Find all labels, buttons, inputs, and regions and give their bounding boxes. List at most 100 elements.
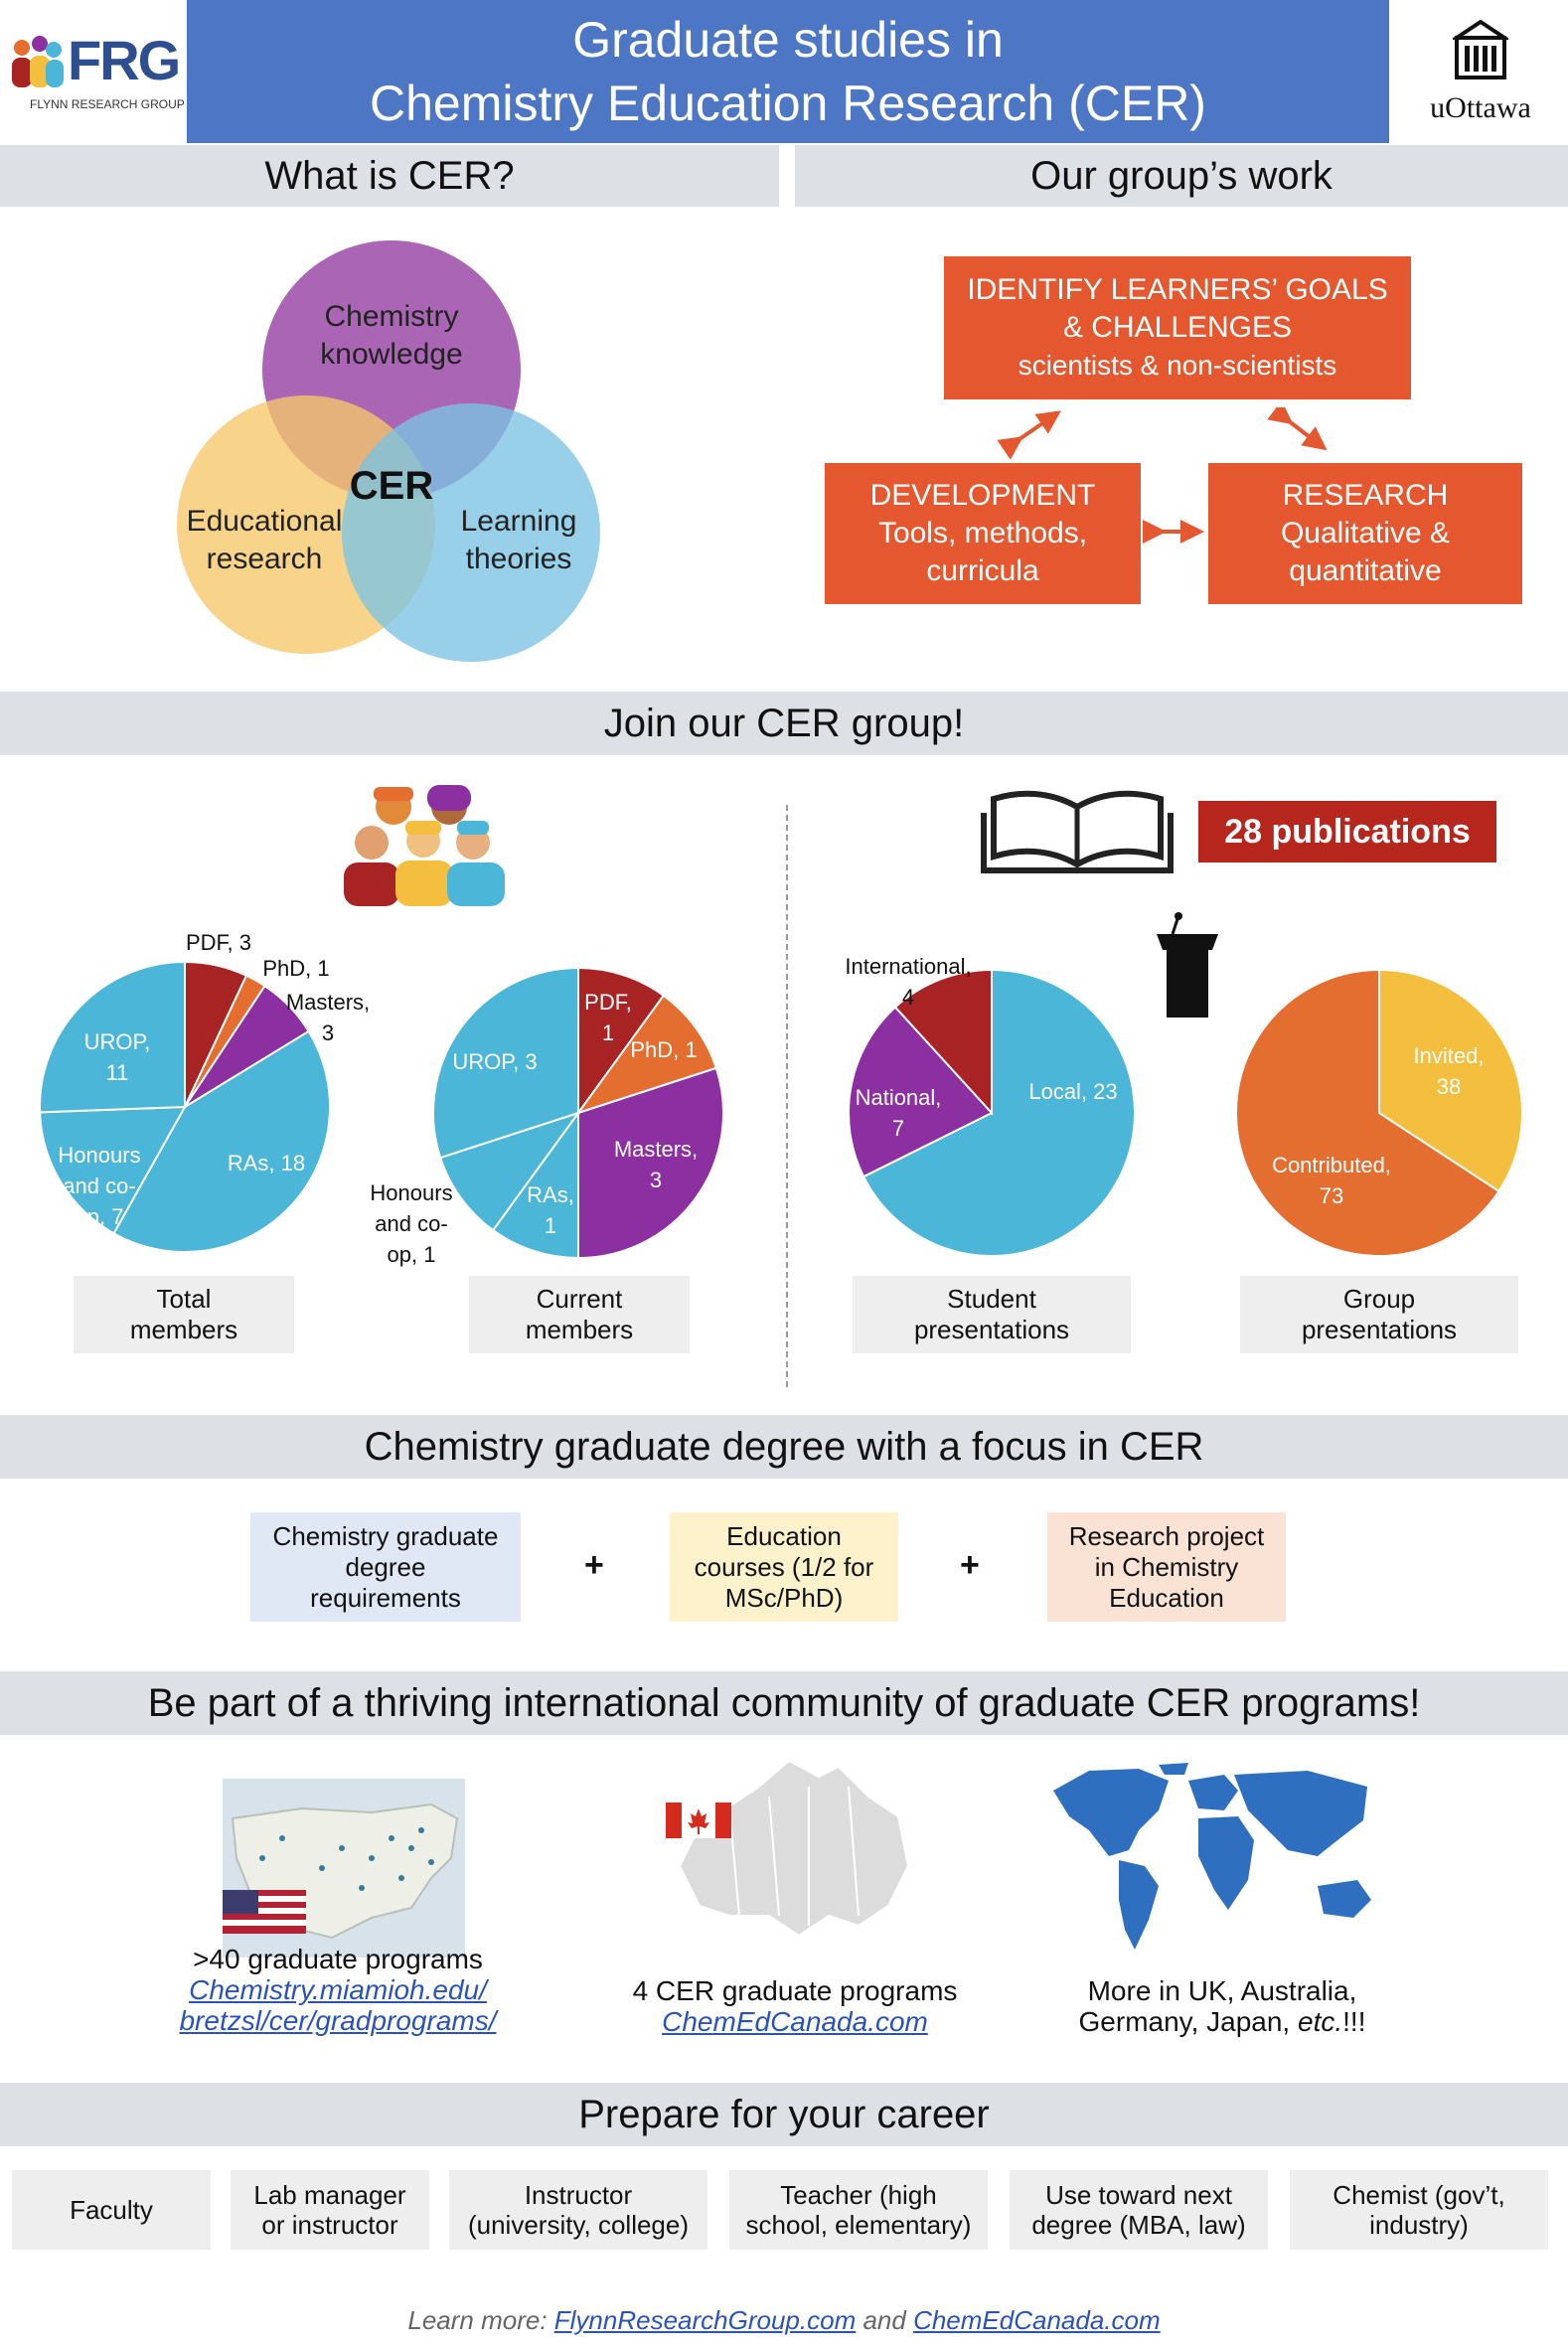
venn-label-educational-2: research — [207, 543, 323, 575]
career-instructor: Instructor (university, college) — [449, 2170, 707, 2250]
canada-flag-icon — [666, 1802, 731, 1838]
pie-slice-national — [848, 1006, 994, 1178]
footer-link-chemedcanada[interactable]: ChemEdCanada.com — [913, 2305, 1161, 2335]
student-caption-line-1: Student — [947, 1284, 1036, 1314]
pie-slice-honours-and-co-op — [438, 1111, 581, 1232]
pie-slice-ras — [491, 1109, 579, 1260]
frg-logo: FRG FLYNN RESEARCH GROUP — [10, 28, 185, 117]
us-programs-link-2[interactable]: bretzsl/cer/gradprograms/ — [179, 2005, 497, 2036]
us-programs-text: >40 graduate programs Chemistry.miamioh.… — [149, 1944, 527, 2036]
what-is-cer-heading: What is CER? — [0, 145, 779, 207]
research-box: RESEARCH Qualitative & quantitative — [1208, 463, 1522, 604]
identify-line-3: scientists & non-scientists — [1018, 350, 1337, 381]
career-chemist: Chemist (gov’t, industry) — [1290, 2170, 1548, 2250]
venn-label-learning-2: theories — [466, 543, 572, 575]
pie-label-ras: RAs, 18 — [228, 1151, 305, 1176]
canada-programs-text: 4 CER graduate programs ChemEdCanada.com — [596, 1975, 994, 2037]
venn-label-chemistry-2: knowledge — [320, 338, 462, 371]
total-members-caption: Total members — [74, 1276, 294, 1353]
pie-label-honours-and-co-op: Honours and co-op, 7 — [58, 1143, 140, 1229]
total-caption-line-1: Total — [156, 1284, 212, 1314]
us-map-image — [223, 1779, 465, 1958]
pie-label-contributed: Contributed, 73 — [1272, 1153, 1391, 1208]
footer: Learn more: FlynnResearchGroup.com and C… — [0, 2305, 1568, 2336]
development-line-3: curricula — [926, 554, 1039, 587]
workflow-arrows — [997, 407, 1328, 544]
world-map-image — [1053, 1763, 1371, 1950]
venn-label-chemistry-1: Chemistry — [324, 300, 458, 333]
career-chemist-line-2: industry) — [1369, 2210, 1469, 2240]
group-caption-line-2: presentations — [1301, 1315, 1458, 1344]
career-degree-line-2: degree (MBA, law) — [1031, 2210, 1246, 2240]
footer-link-flynn[interactable]: FlynnResearchGroup.com — [553, 2305, 857, 2335]
open-book-icon — [981, 790, 1174, 873]
current-caption-line-1: Current — [536, 1284, 623, 1314]
world-programs-text: More in UK, Australia, Germany, Japan, e… — [1033, 1975, 1411, 2037]
pie-slice-ras — [112, 1029, 331, 1253]
education-line-3: MSc/PhD) — [724, 1582, 844, 1613]
pie-label-urop: UROP, 11 — [84, 1029, 151, 1085]
identify-line-2: & CHALLENGES — [1062, 311, 1293, 344]
pie-label-phd: PhD, 1 — [630, 1037, 697, 1062]
plus-sign-1: + — [584, 1546, 604, 1584]
identify-goals-box: IDENTIFY LEARNERS’ GOALS & CHALLENGES sc… — [944, 256, 1411, 399]
research-line-2: Qualitative & — [1280, 517, 1451, 549]
degree-requirements-box: Chemistry graduate degree requirements — [250, 1512, 521, 1622]
current-caption-line-2: members — [525, 1315, 634, 1344]
world-line-2b: etc. — [1298, 2006, 1343, 2037]
learning-theories-circle — [342, 403, 600, 662]
education-line-1: Education — [726, 1520, 842, 1551]
title-line-2: Chemistry Education Research (CER) — [370, 76, 1206, 131]
pie-slice-contributed — [1235, 968, 1500, 1257]
world-line-2a: Germany, Japan, — [1078, 2006, 1298, 2037]
pie-slice-urop — [432, 966, 579, 1160]
development-line-2: Tools, methods, — [877, 517, 1088, 549]
logo-subtext: FLYNN RESEARCH GROUP — [30, 97, 185, 111]
degree-heading: Chemistry graduate degree with a focus i… — [0, 1415, 1568, 1479]
current-members-caption: Current members — [469, 1276, 690, 1353]
total-caption-line-2: members — [129, 1315, 238, 1344]
arrow-identify-development — [997, 410, 1061, 460]
plus-sign-2: + — [960, 1546, 980, 1584]
career-lab-manager: Lab manager or instructor — [231, 2170, 429, 2250]
career-lab-line-2: or instructor — [261, 2210, 398, 2240]
career-degree-line-1: Use toward next — [1045, 2180, 1232, 2210]
pie-label-invited: Invited, 38 — [1414, 1043, 1485, 1099]
canada-programs-count: 4 CER graduate programs — [632, 1975, 958, 2006]
university-name: uOttawa — [1430, 91, 1531, 124]
career-heading: Prepare for your career — [0, 2083, 1568, 2146]
pie-label-pdf: PDF, 3 — [186, 930, 251, 955]
us-programs-count: >40 graduate programs — [193, 1944, 483, 1974]
pie-slice-honours-and-co-op — [39, 1105, 187, 1235]
degree-req-line-2: degree — [345, 1551, 426, 1582]
venn-center-label: CER — [350, 464, 434, 508]
career-instructor-line-1: Instructor — [524, 2180, 633, 2210]
pie-slice-local — [862, 968, 1136, 1257]
pie-slice-pdf — [577, 966, 666, 1117]
education-line-2: courses (1/2 for — [694, 1551, 874, 1582]
pie-label-pdf: PDF, 1 — [584, 990, 632, 1045]
people-logo-icon — [12, 36, 64, 87]
pie-label-national: National, 7 — [856, 1085, 942, 1141]
pie-charts: PDF, 3 PhD, 1 Masters, 3 RAs, 18 Honours and c… — [39, 930, 1523, 1267]
education-courses-box: Education courses (1/2 for MSc/PhD) — [670, 1512, 898, 1622]
pie-slice-urop — [39, 960, 186, 1114]
us-programs-link-1[interactable]: Chemistry.miamioh.edu/ — [189, 1974, 487, 2005]
research-line-3: quantitative — [1289, 554, 1442, 587]
footer-prefix: Learn more: — [407, 2305, 554, 2335]
student-caption-line-2: presentations — [913, 1315, 1070, 1344]
us-flag-icon — [223, 1890, 306, 1934]
pie-slice-phd — [575, 994, 718, 1115]
research-line-1: RESEARCH — [1282, 479, 1449, 512]
logo-text: FRG — [68, 29, 181, 91]
career-teacher-line-1: Teacher (high — [780, 2180, 937, 2210]
title-line-1: Graduate studies in — [572, 12, 1004, 68]
canada-programs-link[interactable]: ChemEdCanada.com — [662, 2006, 928, 2037]
group-work-heading: Our group’s work — [795, 145, 1568, 207]
university-logo: uOttawa — [1401, 18, 1560, 127]
pie-label-phd: PhD, 1 — [262, 956, 329, 981]
research-project-line-1: Research project — [1068, 1520, 1265, 1551]
identify-line-1: IDENTIFY LEARNERS’ GOALS — [967, 273, 1388, 306]
research-project-line-2: in Chemistry — [1094, 1551, 1239, 1582]
world-line-2c: !!! — [1342, 2006, 1366, 2037]
